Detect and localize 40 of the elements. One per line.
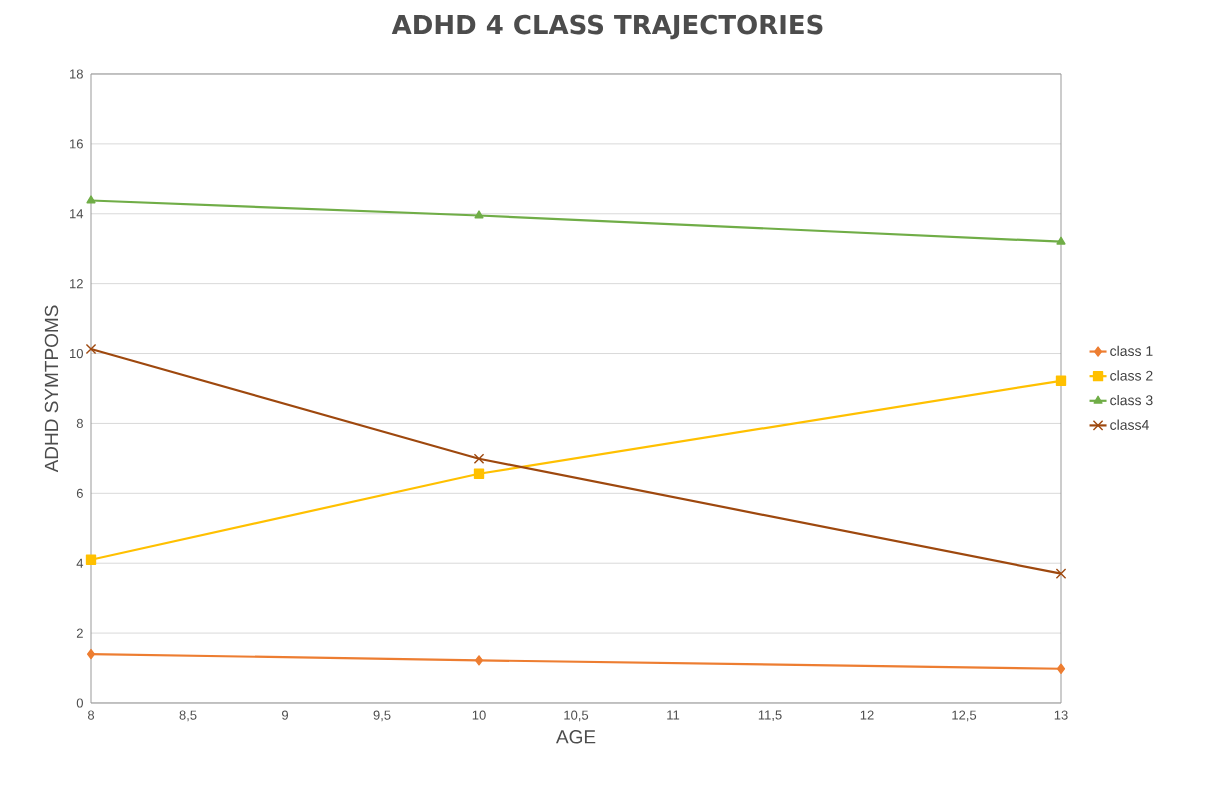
x-tick-label: 11 — [667, 710, 680, 720]
legend-label: class4 — [1110, 419, 1149, 430]
y-tick-label: 18 — [70, 69, 83, 79]
x-tick-label: 13 — [1054, 710, 1068, 720]
x-tick-label: 10 — [472, 710, 486, 720]
x-tick-label: 9 — [282, 710, 288, 720]
point — [1055, 375, 1067, 386]
point — [473, 453, 485, 464]
x-tick-label: 10,5 — [564, 710, 589, 722]
legend-label: class 3 — [1110, 394, 1153, 406]
x-tick-label: 12 — [860, 710, 874, 720]
point — [85, 343, 97, 355]
y-tick-label: 10 — [70, 348, 83, 359]
x-tick-label: 11,5 — [758, 710, 782, 722]
point — [85, 554, 97, 565]
y-tick-label: 12 — [70, 279, 83, 289]
legend-label: class 2 — [1110, 370, 1153, 381]
y-tick-label: 6 — [76, 488, 83, 498]
point — [1056, 663, 1066, 674]
y-axis-title: ADHD SYMTPOMS — [44, 305, 59, 473]
chart-title: ADHD 4 CLASS TRAJECTORIES — [391, 14, 823, 40]
legend-label: class 1 — [1110, 345, 1153, 357]
point — [86, 195, 96, 204]
point — [473, 468, 485, 479]
y-tick-label: 14 — [70, 209, 84, 219]
x-axis-title: AGE — [555, 730, 596, 744]
y-tick-label: 8 — [76, 418, 83, 429]
y-tick-label: 4 — [76, 558, 84, 568]
point — [1056, 236, 1066, 245]
y-tick-label: 2 — [76, 628, 83, 638]
x-tick-label: 9,5 — [373, 710, 391, 722]
x-tick-label: 8 — [87, 710, 95, 720]
x-tick-label: 8,5 — [179, 710, 197, 722]
point — [474, 655, 484, 666]
point — [474, 210, 484, 219]
point — [86, 648, 96, 660]
point — [1055, 568, 1067, 579]
y-tick-label: 0 — [76, 698, 83, 708]
x-tick-label: 12,5 — [952, 710, 977, 722]
y-tick-label: 16 — [70, 139, 83, 149]
